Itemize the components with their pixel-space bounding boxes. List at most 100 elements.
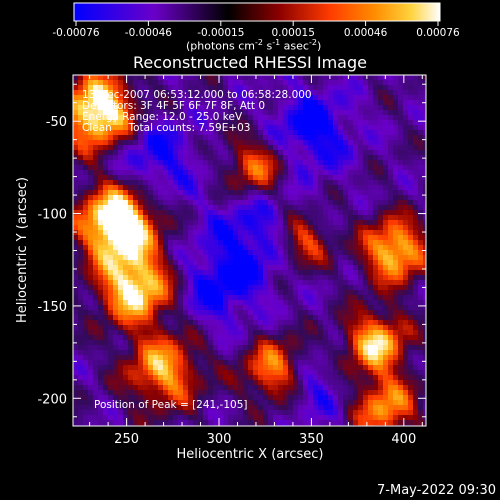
heatmap-cell [163, 155, 169, 161]
heatmap-cell [168, 200, 174, 206]
heatmap-cell [293, 150, 299, 156]
heatmap-cell [88, 245, 94, 251]
heatmap-cell [193, 215, 199, 221]
heatmap-cell [128, 285, 134, 291]
heatmap-cell [78, 150, 84, 156]
heatmap-cell [73, 255, 79, 261]
heatmap-cell [198, 405, 204, 411]
heatmap-cell [178, 115, 184, 121]
heatmap-cell [343, 200, 349, 206]
heatmap-cell [98, 385, 104, 391]
heatmap-cell [243, 420, 249, 426]
heatmap-cell [338, 390, 344, 396]
heatmap-cell [353, 180, 359, 186]
heatmap-cell [228, 215, 234, 221]
heatmap-cell [283, 355, 289, 361]
heatmap-cell [248, 405, 254, 411]
heatmap-cell [203, 110, 209, 116]
heatmap-cell [178, 415, 184, 421]
heatmap-cell [168, 325, 174, 331]
heatmap-cell [303, 140, 309, 146]
heatmap-cell [303, 135, 309, 141]
heatmap-cell [238, 175, 244, 181]
heatmap-cell [388, 75, 394, 81]
heatmap-cell [248, 410, 254, 416]
heatmap-cell [363, 380, 369, 386]
heatmap-cell [413, 160, 419, 166]
heatmap-cell [278, 215, 284, 221]
heatmap-cell [383, 215, 389, 221]
heatmap-cell [373, 335, 379, 341]
heatmap-cell [103, 395, 109, 401]
heatmap-cell [378, 285, 384, 291]
heatmap-cell [233, 280, 239, 286]
heatmap-cell [233, 90, 239, 96]
heatmap-cell [323, 200, 329, 206]
heatmap-cell [368, 260, 374, 266]
heatmap-cell [273, 85, 279, 91]
heatmap-cell [253, 195, 259, 201]
heatmap-cell [423, 260, 426, 266]
heatmap-cell [218, 80, 224, 86]
heatmap-cell [143, 215, 149, 221]
heatmap-cell [333, 270, 339, 276]
heatmap-cell [343, 95, 349, 101]
heatmap-cell [98, 330, 104, 336]
heatmap-cell [123, 305, 129, 311]
heatmap-cell [408, 120, 414, 126]
heatmap-cell [338, 175, 344, 181]
heatmap-cell [178, 360, 184, 366]
heatmap-cell [73, 120, 79, 126]
heatmap-cell [103, 325, 109, 331]
heatmap-cell [178, 315, 184, 321]
heatmap-cell [328, 390, 334, 396]
heatmap-cell [328, 420, 334, 426]
heatmap-cell [158, 165, 164, 171]
heatmap-cell [348, 270, 354, 276]
heatmap-cell [318, 310, 324, 316]
heatmap-cell [143, 105, 149, 111]
heatmap-cell [123, 240, 129, 246]
heatmap-cell [123, 320, 129, 326]
heatmap-cell [408, 95, 414, 101]
heatmap-cell [303, 245, 309, 251]
heatmap-cell [108, 230, 114, 236]
heatmap-cell [358, 195, 364, 201]
heatmap-cell [168, 80, 174, 86]
heatmap-cell [288, 245, 294, 251]
heatmap-cell [88, 210, 94, 216]
heatmap-cell [138, 100, 144, 106]
heatmap-cell [193, 195, 199, 201]
heatmap-cell [318, 320, 324, 326]
heatmap-cell [183, 245, 189, 251]
heatmap-cell [138, 225, 144, 231]
heatmap-cell [218, 110, 224, 116]
heatmap-cell [158, 210, 164, 216]
heatmap-cell [393, 245, 399, 251]
heatmap-cell [278, 355, 284, 361]
heatmap-cell [303, 400, 309, 406]
heatmap-cell [108, 325, 114, 331]
heatmap-cell [288, 315, 294, 321]
heatmap-cell [243, 230, 249, 236]
heatmap-cell [253, 185, 259, 191]
heatmap-cell [158, 250, 164, 256]
heatmap-cell [398, 345, 404, 351]
heatmap-cell [148, 360, 154, 366]
heatmap-cell [233, 135, 239, 141]
heatmap-cell [133, 270, 139, 276]
heatmap-cell [313, 200, 319, 206]
heatmap-cell [338, 350, 344, 356]
heatmap-cell [408, 315, 414, 321]
heatmap-cell [233, 220, 239, 226]
heatmap-cell [228, 90, 234, 96]
heatmap-cell [368, 140, 374, 146]
heatmap-cell [113, 100, 119, 106]
heatmap-cell [228, 330, 234, 336]
heatmap-cell [353, 150, 359, 156]
heatmap-cell [133, 320, 139, 326]
heatmap-cell [168, 175, 174, 181]
heatmap-cell [393, 320, 399, 326]
heatmap-cell [258, 410, 264, 416]
heatmap-cell [128, 180, 134, 186]
